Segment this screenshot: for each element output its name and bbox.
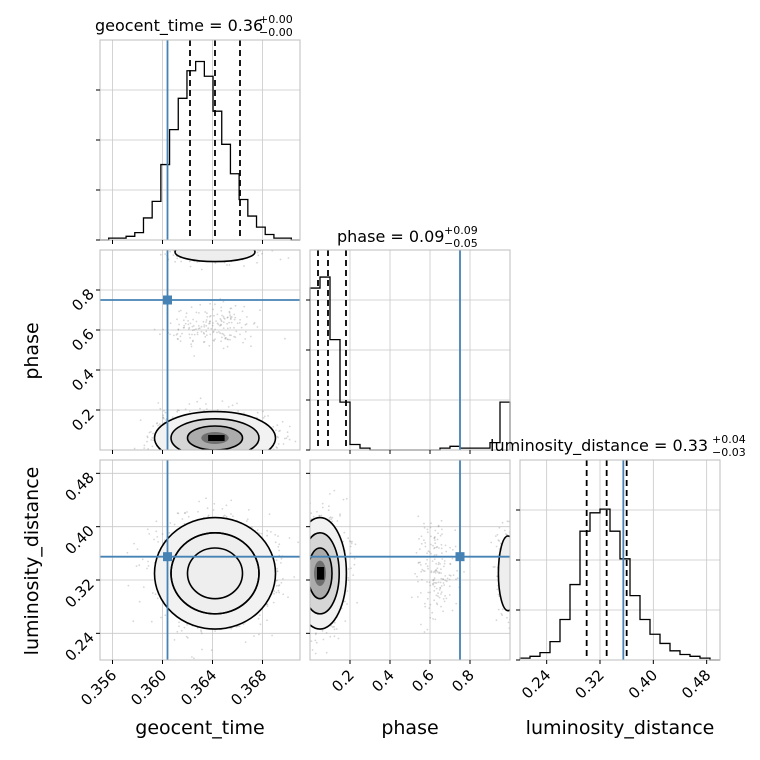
injection-marker-phase-vs-luminosity_distance [455,552,465,562]
injection-marker-geocent_time-vs-phase [163,295,172,305]
tick-label-x-phase-2: 0.6 [408,666,438,696]
histogram-phase [309,276,511,451]
injection-marker-geocent_time-vs-luminosity_distance [163,552,172,562]
panel-frame-geocent_time-vs-luminosity_distance [99,459,301,661]
tick-label-y-phase-2: 0.6 [68,325,98,355]
tick-label-x-luminosity_distance-2: 0.40 [625,666,661,702]
tick-label-x-geocent_time-3: 0.368 [227,666,270,709]
tick-label-x-luminosity_distance-0: 0.24 [518,666,554,702]
tick-label-y-luminosity_distance-2: 0.40 [61,522,97,558]
title-geocent-time-sup: +0.00 [259,13,293,26]
tick-label-y-luminosity_distance-3: 0.48 [61,468,97,504]
contour-geocent_time-vs-luminosity_distance-secondary [170,531,260,615]
tick-label-x-phase-3: 0.8 [448,666,478,696]
title-geocent-time-sub: −0.00 [259,26,293,39]
ylabel-phase: phase [21,322,43,379]
title-luminosity-distance-sup: +0.04 [712,433,746,446]
contour-geocent_time-vs-phase-1 [170,418,260,450]
xlabel-phase: phase [381,717,438,739]
tick-label-y-phase-3: 0.8 [68,285,98,315]
ylabel-luminosity-distance: luminosity_distance [21,467,43,656]
tick-label-y-phase-0: 0.2 [68,405,98,435]
histogram-luminosity_distance [519,508,720,661]
title-phase-sup: +0.09 [444,224,478,237]
tick-label-y-phase-1: 0.4 [68,365,98,395]
contour-geocent_time-vs-luminosity_distance-0 [153,516,277,630]
title-luminosity-distance-sub: −0.03 [712,446,746,459]
histogram-geocent_time [100,60,300,241]
tick-label-x-phase-1: 0.4 [368,666,398,696]
title-geocent-time: geocent_time = 0.36 [95,16,263,36]
tick-label-x-luminosity_distance-3: 0.48 [678,666,714,702]
tick-label-y-luminosity_distance-1: 0.32 [61,575,97,611]
title-phase: phase = 0.09 [337,227,444,246]
contour-phase-vs-luminosity_distance-secondary [497,535,510,612]
contour-geocent_time-vs-phase-0 [153,410,277,450]
tick-label-x-geocent_time-2: 0.364 [177,666,220,709]
tick-label-x-geocent_time-0: 0.356 [77,666,120,709]
tick-label-x-luminosity_distance-1: 0.32 [571,666,607,702]
panel-frame-geocent_time-vs-phase [99,249,301,451]
tick-label-y-luminosity_distance-0: 0.24 [61,628,97,664]
panel-frame-phase-vs-luminosity_distance [309,459,511,661]
xlabel-luminosity-distance: luminosity_distance [526,717,715,739]
title-phase-sub: −0.05 [444,237,478,250]
contour-geocent_time-vs-phase-2 [186,425,244,450]
xlabel-geocent-time: geocent_time [135,717,264,739]
contour-geocent_time-vs-phase-secondary [174,250,256,263]
contour-geocent_time-vs-luminosity_distance-2 [186,547,244,600]
contour-phase-vs-luminosity_distance-1 [310,532,340,615]
contour-phase-vs-luminosity_distance-0 [310,516,348,630]
contour-phase-vs-luminosity_distance-2 [310,547,333,600]
title-luminosity-distance: luminosity_distance = 0.33 [490,436,708,456]
tick-label-x-phase-0: 0.2 [328,666,358,696]
tick-label-x-geocent_time-1: 0.360 [127,666,170,709]
